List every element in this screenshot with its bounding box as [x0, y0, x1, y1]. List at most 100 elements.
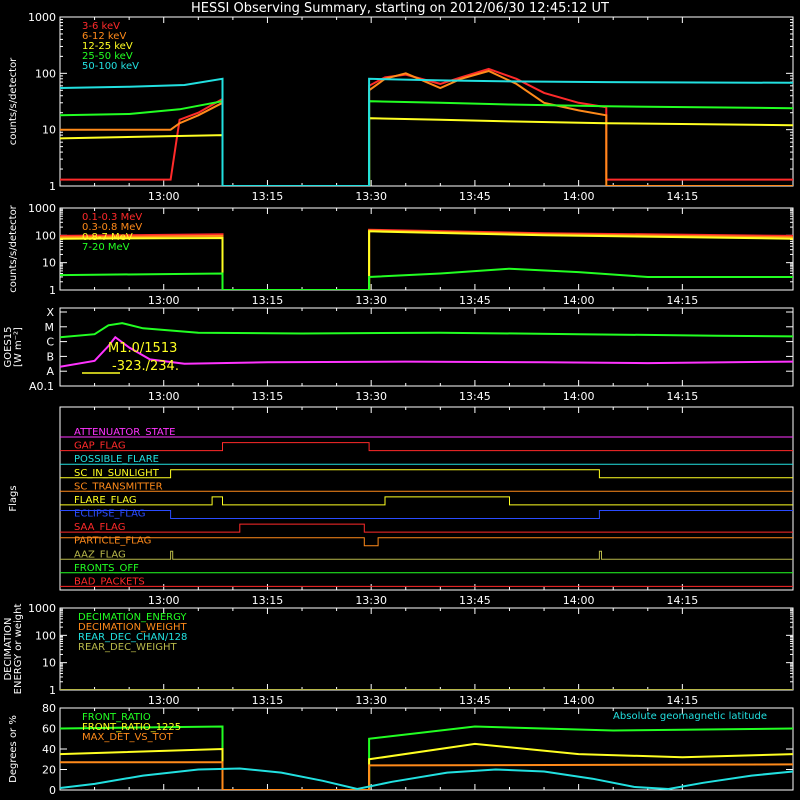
- x-tick-label: 13:15: [252, 390, 284, 403]
- panel1-frame: [59, 16, 794, 187]
- legend-entry: 0.3-0.8 MeV: [82, 222, 142, 233]
- panel3: 13:00 13:15 13:30 13:45 14:00 14:15 GOES15 [W m…: [3, 306, 794, 403]
- y-tick-label: 80: [42, 702, 56, 715]
- y-axis-label: Degrees or %: [8, 715, 19, 783]
- y-axis-label: counts/s/detector: [8, 57, 19, 145]
- y-tick-label: X: [46, 306, 54, 319]
- panel3-frame: [59, 307, 794, 387]
- legend-entry: REAR_DEC_CHAN/128: [78, 632, 187, 643]
- series-line: [60, 767, 793, 790]
- series-group: [60, 725, 793, 790]
- x-tick-label: 13:45: [459, 594, 491, 607]
- flag-line: [60, 496, 793, 506]
- series-line: [60, 67, 793, 186]
- flag-label: PARTICLE_FLAG: [74, 536, 151, 547]
- x-tick-label: 14:00: [563, 190, 595, 203]
- legend-entry: REAR_DEC_WEIGHT: [78, 642, 177, 653]
- y-tick-label: 10: [42, 257, 56, 270]
- flag-label: AAZ_FLAG: [74, 549, 126, 560]
- series-line: [60, 77, 793, 186]
- x-tick-label: 13:30: [355, 390, 387, 403]
- y-tick-label: 1000: [28, 11, 56, 24]
- legend-entry: FRONT_RATIO: [82, 712, 151, 723]
- flag-label: GAP_FLAG: [74, 441, 126, 452]
- x-tick-label: 14:00: [563, 390, 595, 403]
- y-axis-label: counts/s/detector: [8, 204, 19, 292]
- legend-entry: 50-100 keV: [82, 61, 139, 72]
- x-tick-label: 14:15: [667, 190, 699, 203]
- y-axis-label: Flags: [8, 485, 19, 511]
- x-tick-label: 13:00: [148, 694, 180, 707]
- annotation-flare-class: M1.0/1513: [108, 341, 177, 356]
- legend-entry: 0.1-0.3 MeV: [82, 212, 142, 223]
- x-tick-label: 13:30: [355, 294, 387, 307]
- x-tick-label: 13:45: [459, 190, 491, 203]
- flag-line: [60, 442, 793, 452]
- legend-entry: 12-25 keV: [82, 41, 133, 52]
- series-line: [60, 761, 793, 790]
- series-line: [60, 335, 793, 368]
- y-tick-label: C: [46, 336, 54, 349]
- flag-label: ECLIPSE_FLAG: [74, 509, 145, 520]
- legend-entry: 7-20 MeV: [82, 242, 130, 253]
- x-tick-label: 14:15: [667, 594, 699, 607]
- y-axis-label: GOES15: [3, 326, 14, 367]
- flag-label: SC_IN_SUNLIGHT: [74, 468, 160, 479]
- flag-line: [60, 510, 793, 519]
- x-tick-label: 13:00: [148, 294, 180, 307]
- y-tick-label: 10: [42, 657, 56, 670]
- y-tick-label: A0.1: [29, 380, 54, 393]
- series-group: [60, 67, 793, 186]
- legend-entry: DECIMATION_WEIGHT: [78, 622, 187, 633]
- flag-label: BAD_PACKETS: [74, 576, 145, 587]
- series-group: [60, 228, 793, 290]
- series-line: [60, 99, 793, 186]
- flag-line: [60, 469, 793, 479]
- series-line: [60, 742, 793, 790]
- series-line: [60, 69, 793, 186]
- x-tick-label: 13:45: [459, 294, 491, 307]
- y-tick-label: 100: [35, 629, 56, 642]
- panel5: 13:00 13:15 13:30 13:45 14:00 14:15 DECIMATION…: [3, 602, 794, 707]
- legend-entry: 0.8-7 MeV: [82, 232, 133, 243]
- x-tick-label: 13:15: [252, 594, 284, 607]
- x-tick-label: 14:00: [563, 594, 595, 607]
- x-tick-label: 13:15: [252, 694, 284, 707]
- y-tick-label: 1: [49, 180, 56, 193]
- chart-title: HESSI Observing Summary, starting on 201…: [191, 1, 609, 16]
- x-tick-label: 13:30: [355, 190, 387, 203]
- series-line: [60, 117, 793, 186]
- y-tick-label: 20: [42, 764, 56, 777]
- flag-line: [60, 550, 793, 560]
- x-tick-label: 13:30: [355, 694, 387, 707]
- panels: 13:00 13:15 13:30 13:45 14:00 14:15 counts/s/d…: [3, 11, 794, 797]
- y-tick-label: 1000: [28, 602, 56, 615]
- y-axis-label: ENERGY or weight: [13, 604, 24, 695]
- legend-entry: 6-12 keV: [82, 31, 126, 42]
- series-line: [60, 322, 793, 339]
- panel1: 13:00 13:15 13:30 13:45 14:00 14:15 counts/s/d…: [8, 11, 794, 203]
- legend-entry: FRONT_RATIO_1225: [82, 722, 181, 733]
- x-tick-label: 13:30: [355, 594, 387, 607]
- panel2-frame: [59, 207, 794, 291]
- x-tick-label: 13:15: [252, 294, 284, 307]
- series-line: [60, 267, 793, 290]
- legend-entry: Absolute geomagnetic latitude: [613, 711, 767, 722]
- y-tick-label: M: [45, 321, 55, 334]
- legend-entry: 25-50 keV: [82, 51, 133, 62]
- flag-label: FRONTS_OFF: [74, 563, 139, 574]
- flag-label: SAA_FLAG: [74, 522, 125, 533]
- flag-line: [60, 537, 793, 547]
- legend-entry: MAX_DET_VS_TOT: [82, 732, 174, 743]
- x-tick-label: 13:45: [459, 390, 491, 403]
- y-tick-label: 10: [42, 124, 56, 137]
- x-tick-label: 13:00: [148, 190, 180, 203]
- y-tick-label: 100: [35, 229, 56, 242]
- legend-entry: 3-6 keV: [82, 21, 120, 32]
- x-tick-label: 13:45: [459, 694, 491, 707]
- x-tick-label: 14:15: [667, 694, 699, 707]
- x-tick-label: 13:00: [148, 594, 180, 607]
- y-tick-label: 100: [35, 67, 56, 80]
- panel4-frame: [59, 406, 794, 591]
